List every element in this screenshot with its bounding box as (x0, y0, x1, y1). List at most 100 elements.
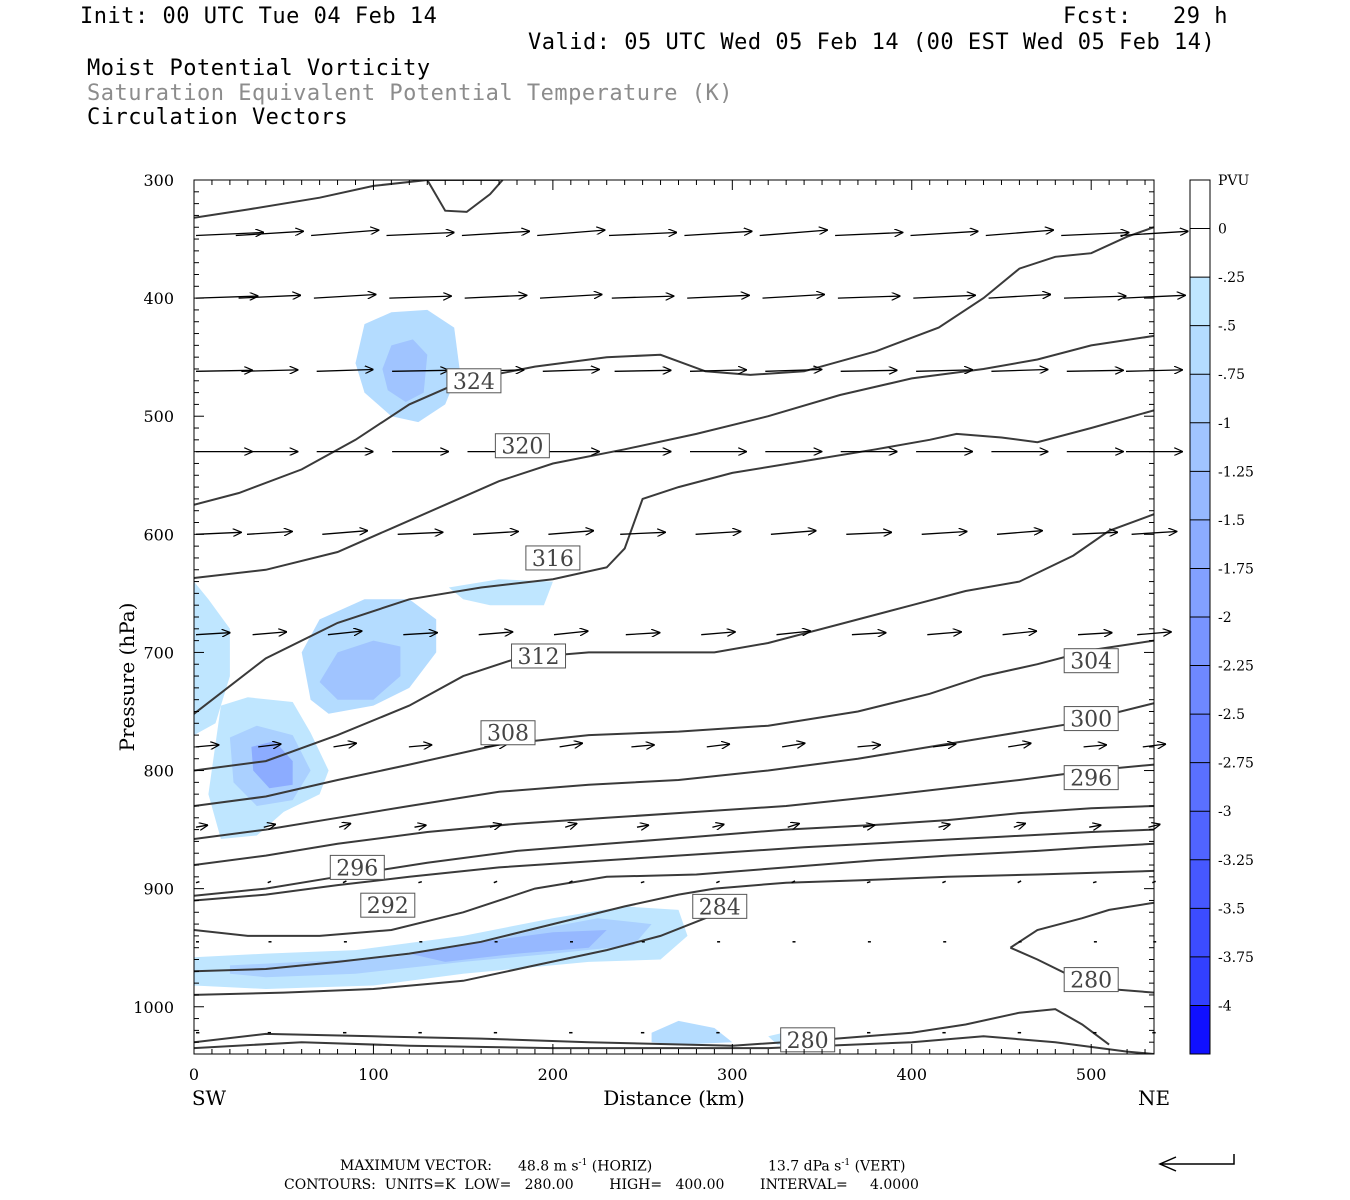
circulation-vector (489, 824, 501, 827)
field-title-pv: Moist Potential Vorticity (87, 56, 431, 81)
theta-contour-324 (426, 180, 504, 213)
circulation-vector (195, 633, 230, 635)
theta-contour-308 (194, 639, 1154, 807)
contour-label: 320 (501, 435, 543, 460)
circulation-vector (840, 370, 897, 371)
colorbar-label: -2 (1218, 610, 1232, 626)
circulation-vector (857, 745, 880, 747)
x-axis-title: Distance (km) (603, 1086, 745, 1110)
colorbar-box (1190, 762, 1210, 812)
circulation-vector (921, 532, 967, 535)
circulation-vector (1077, 633, 1112, 635)
circulation-vector (568, 880, 573, 884)
circulation-vector (625, 633, 660, 635)
circulation-vector (252, 632, 287, 635)
right-end-label: NE (1138, 1086, 1170, 1110)
circulation-vector (636, 825, 648, 827)
circulation-vector (837, 296, 900, 298)
circulation-vector (787, 824, 799, 828)
circulation-vector (478, 632, 513, 635)
circulation-vector (913, 295, 975, 298)
contour-label: 312 (518, 645, 560, 670)
circulation-vector (631, 745, 653, 747)
pv-shade-4 (319, 640, 401, 700)
circulation-vector (311, 230, 378, 237)
circulation-vector (418, 880, 423, 884)
circulation-vector (464, 295, 527, 298)
horiz-value: 48.8 m s (518, 1158, 579, 1175)
circulation-vector (1092, 880, 1097, 884)
circulation-vector (927, 632, 961, 635)
circulation-vector (342, 880, 347, 884)
forecast-hour: Fcst: 29 h (1063, 4, 1228, 29)
field-title-vectors: Circulation Vectors (87, 105, 349, 130)
theta-contour-304 (194, 702, 1154, 840)
contour-label-box (1063, 706, 1119, 732)
max-vector-horiz: 48.8 m s-1 (HORIZ) (518, 1158, 652, 1175)
colorbar-label: -1.5 (1218, 513, 1245, 529)
circulation-vector (392, 370, 448, 371)
theta-contour-288 (194, 869, 1154, 973)
colorbar-box (1190, 665, 1210, 715)
circulation-vector (689, 370, 746, 371)
circulation-vector (267, 880, 272, 884)
pv-shade-7 (251, 741, 293, 789)
colorbar-box (1190, 422, 1210, 472)
y-tick-label: 400 (143, 289, 174, 308)
circulation-vector (414, 825, 426, 827)
y-axis-title: Pressure (hPa) (115, 603, 139, 752)
max-vector-vert: 13.7 dPa s-1 (VERT) (768, 1158, 905, 1175)
circulation-vector (461, 231, 529, 237)
contour-label: 296 (336, 856, 378, 881)
circulation-vector (548, 531, 593, 535)
pv-shade-12 (651, 1020, 733, 1045)
circulation-vector (851, 633, 886, 635)
y-tick-label: 500 (143, 407, 174, 426)
circulation-vector (565, 824, 576, 828)
circulation-vector (996, 531, 1042, 535)
theta-contour-316 (194, 409, 1154, 715)
circulation-vector (611, 296, 674, 298)
colorbar-label: -3 (1218, 804, 1232, 820)
circulation-vector (338, 824, 350, 828)
colorbar-box (1190, 568, 1210, 617)
theta-contour-296 (194, 805, 1154, 897)
pv-shade-2 (194, 581, 230, 736)
colorbar-label: -2.5 (1218, 707, 1245, 723)
contour-label: 280 (1070, 969, 1112, 994)
circulation-vector (195, 880, 200, 884)
circulation-vector (389, 296, 451, 298)
circulation-vector (791, 880, 796, 884)
colorbar-box (1190, 811, 1210, 860)
contour-label: 300 (1070, 708, 1112, 733)
circulation-vector (988, 295, 1051, 299)
circulation-vector (559, 743, 582, 747)
circulation-vector (712, 824, 723, 827)
vert-tag: (VERT) (854, 1158, 906, 1175)
y-tick-label: 1000 (133, 998, 174, 1017)
contour-label-box (525, 545, 581, 571)
contour-label-box (511, 643, 567, 669)
circulation-vector (765, 370, 821, 372)
circulation-vector (695, 532, 741, 535)
theta-contour-292 (194, 842, 1154, 937)
circulation-vector (241, 370, 297, 371)
colorbar-label: 0 (1218, 222, 1227, 238)
circulation-vector (408, 745, 431, 747)
circulation-vector (1083, 745, 1106, 747)
x-tick-label: 400 (896, 1065, 927, 1084)
y-tick-label: 900 (143, 880, 174, 899)
circulation-vector (195, 370, 252, 371)
circulation-vector (493, 880, 498, 884)
vert-exponent: -1 (841, 1158, 851, 1168)
theta-contour-312 (194, 513, 1154, 772)
colorbar-box (1190, 908, 1210, 957)
circulation-vector (1063, 296, 1126, 298)
circulation-vector (1008, 743, 1030, 747)
valid-time: Valid: 05 UTC Wed 05 Feb 14 (00 EST Wed … (528, 30, 1216, 55)
contour-label-box (780, 1027, 836, 1053)
circulation-vector (640, 880, 645, 884)
contour-label-box (480, 720, 536, 746)
circulation-vector (706, 744, 729, 747)
